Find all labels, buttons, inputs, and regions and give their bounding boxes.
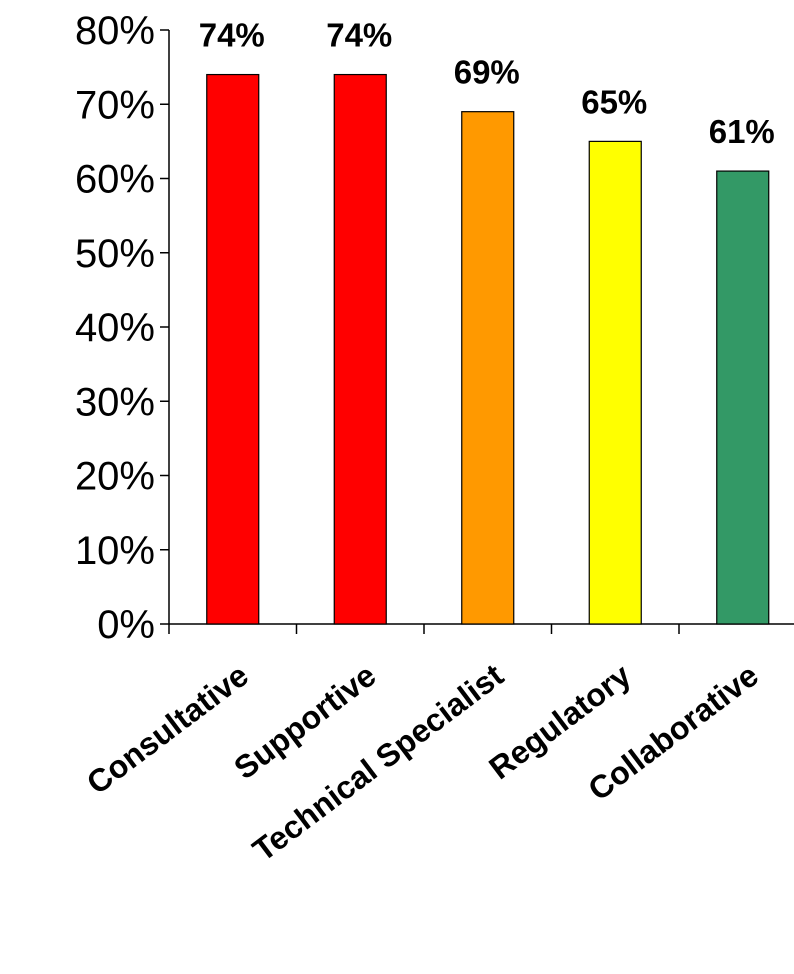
bars: [206, 73, 770, 625]
y-tick-label: 40%: [75, 306, 155, 350]
y-tick-label: 10%: [75, 529, 155, 573]
bar: [333, 73, 387, 625]
bar: [461, 111, 515, 625]
data-label: 61%: [709, 113, 775, 150]
y-tick-label: 30%: [75, 380, 155, 424]
data-label: 74%: [326, 17, 392, 54]
bar: [716, 170, 770, 625]
y-tick-label: 50%: [75, 232, 155, 276]
bar: [206, 73, 260, 625]
data-label: 74%: [199, 17, 265, 54]
x-axis: [168, 623, 794, 634]
y-tick-label: 60%: [75, 158, 155, 202]
y-axis: 0% 10% 20% 30% 40% 50% 60% 70% 80%: [75, 9, 170, 647]
data-labels: 74% 74% 69% 65% 61%: [199, 17, 775, 151]
data-label: 69%: [454, 54, 520, 91]
y-tick-label: 20%: [75, 455, 155, 499]
y-tick-label: 70%: [75, 83, 155, 127]
y-tick-label: 80%: [75, 9, 155, 53]
data-label: 65%: [581, 83, 647, 120]
x-category-label: Consultative: [80, 657, 255, 801]
y-tick-label: 0%: [97, 603, 155, 647]
bar: [588, 140, 642, 625]
